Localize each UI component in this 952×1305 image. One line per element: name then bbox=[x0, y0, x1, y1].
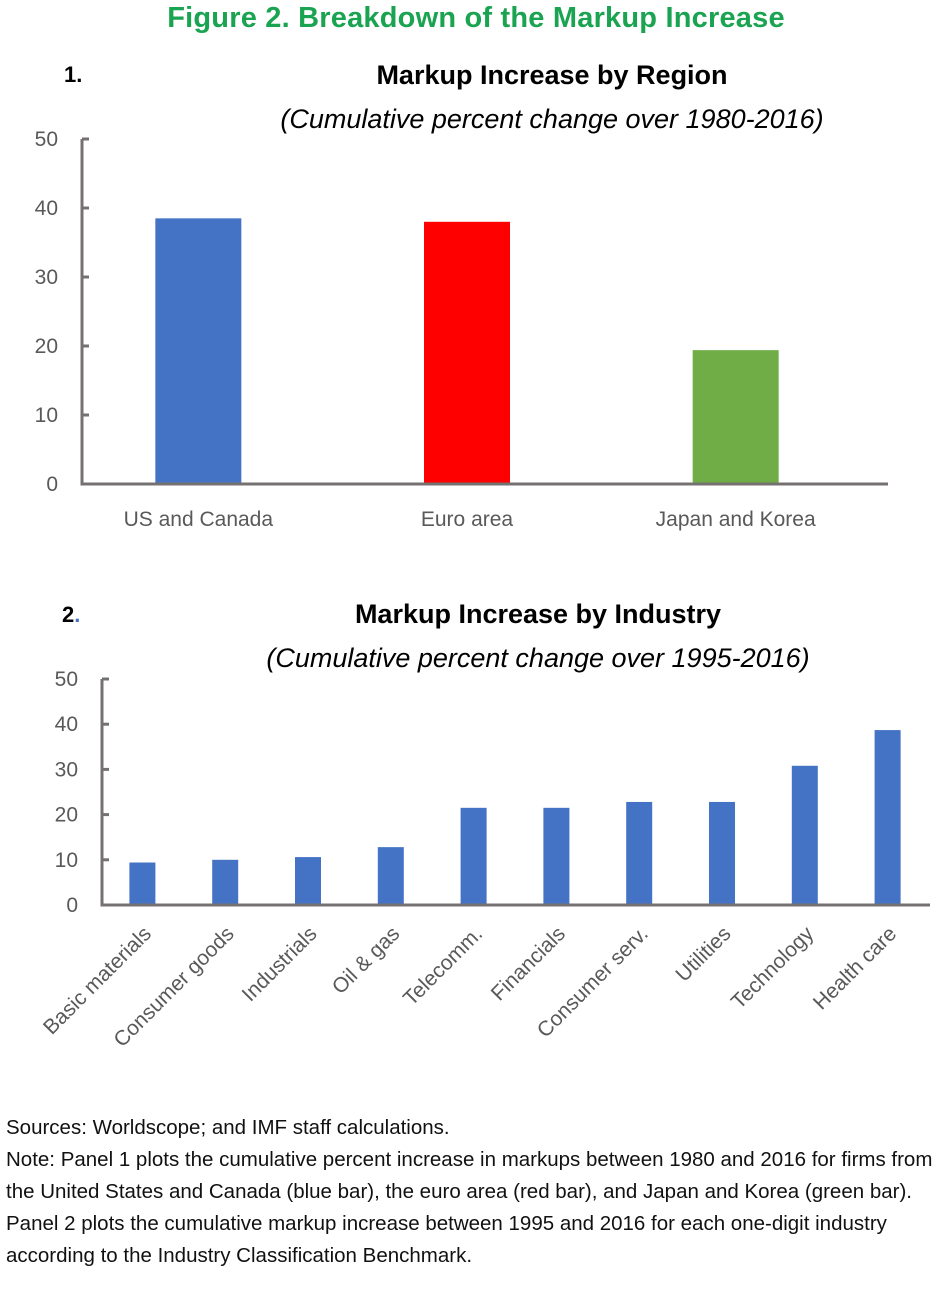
y-tick-label: 0 bbox=[66, 894, 78, 917]
note-text: Note: Panel 1 plots the cumulative perce… bbox=[6, 1148, 933, 1267]
panel-1-subtitle: (Cumulative percent change over 1980-201… bbox=[280, 104, 824, 134]
y-tick-label: 0 bbox=[46, 473, 58, 496]
y-tick-label: 50 bbox=[35, 128, 58, 151]
panel-2-subtitle: (Cumulative percent change over 1995-201… bbox=[266, 643, 810, 673]
bar-consumer-goods bbox=[212, 859, 239, 904]
y-tick-label: 20 bbox=[35, 335, 58, 358]
y-tick-label: 30 bbox=[35, 266, 58, 289]
x-category-label: Health care bbox=[809, 922, 901, 1014]
bar-telecomm bbox=[460, 807, 487, 904]
y-tick-label: 40 bbox=[55, 713, 78, 736]
y-tick-label: 40 bbox=[35, 197, 58, 220]
bar-japan-and-korea bbox=[692, 350, 779, 483]
x-category-label: Telecomm. bbox=[399, 922, 487, 1010]
bar-utilities bbox=[709, 801, 735, 904]
bar-health-care bbox=[874, 730, 901, 904]
y-tick-label: 30 bbox=[55, 758, 78, 781]
panel-1-number: 1. bbox=[64, 62, 83, 87]
x-category-label: Financials bbox=[487, 922, 570, 1005]
region-bar-chart: 0 10 20 30 40 50 US and Canada Euro area Japan a… bbox=[35, 128, 888, 531]
x-category-label: Technology bbox=[727, 922, 819, 1014]
figure-title: Figure 2. Breakdown of the Markup Increa… bbox=[167, 2, 785, 34]
y-tick-label: 10 bbox=[35, 404, 58, 427]
bar-oil-gas bbox=[377, 847, 404, 904]
panel-2-number: 2. bbox=[62, 602, 80, 628]
panel-2-title: Markup Increase by Industry bbox=[354, 599, 722, 629]
bar-basic-materials bbox=[129, 862, 156, 904]
y-tick-label: 10 bbox=[55, 849, 78, 872]
x-category-label: Euro area bbox=[421, 508, 514, 531]
bar-technology bbox=[791, 765, 818, 904]
y-tick-label: 20 bbox=[55, 804, 78, 827]
bar-financials bbox=[543, 807, 570, 904]
bar-us-and-canada bbox=[155, 218, 242, 483]
sources-text: Sources: Worldscope; and IMF staff calcu… bbox=[6, 1116, 450, 1139]
x-category-label: US and Canada bbox=[124, 508, 274, 531]
bar-industrials bbox=[295, 857, 321, 904]
notes: Sources: Worldscope; and IMF staff calcu… bbox=[6, 1112, 946, 1272]
panel-1-title: Markup Increase by Region bbox=[376, 60, 728, 90]
bar-consumer-serv bbox=[626, 801, 653, 904]
x-category-label: Industrials bbox=[238, 922, 322, 1006]
panel-2-number-digit: 2 bbox=[62, 602, 75, 627]
x-category-label: Utilities bbox=[671, 922, 735, 986]
x-category-label: Oil & gas bbox=[328, 922, 405, 999]
bar-euro-area bbox=[424, 221, 510, 483]
y-tick-label: 50 bbox=[55, 668, 78, 691]
panel-2-number-dot: . bbox=[74, 602, 81, 627]
x-category-label: Japan and Korea bbox=[656, 508, 816, 531]
